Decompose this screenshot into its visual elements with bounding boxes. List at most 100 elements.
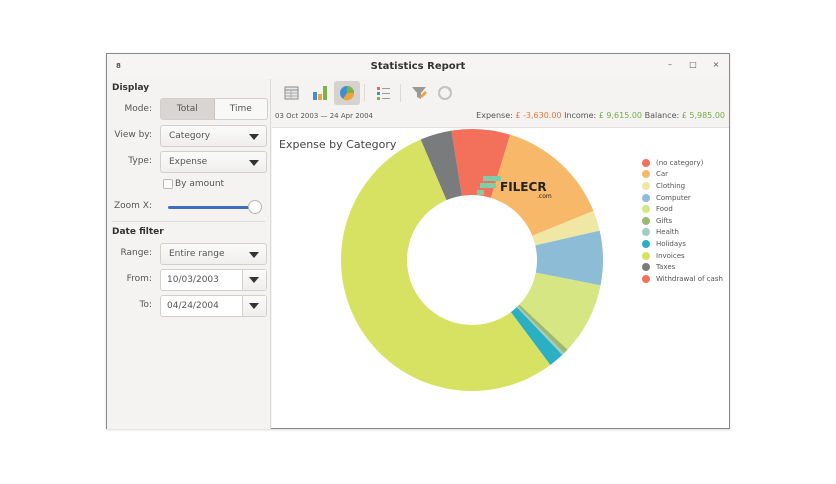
legend-label: Holidays bbox=[656, 239, 686, 248]
date-filter-section-title: Date filter bbox=[112, 227, 164, 237]
to-date-dropdown-button[interactable] bbox=[242, 296, 266, 316]
filecr-watermark: FILECR .com bbox=[477, 175, 557, 208]
pie-slice-clothing[interactable] bbox=[532, 211, 600, 246]
mode-label: Mode: bbox=[124, 104, 152, 114]
donut-chart bbox=[341, 129, 603, 391]
filter-button[interactable] bbox=[406, 81, 432, 105]
pie-slice-health[interactable] bbox=[516, 306, 565, 355]
legend-item[interactable]: Invoices bbox=[642, 250, 723, 262]
pie-slice-car[interactable] bbox=[490, 134, 594, 236]
balance-label: Balance: bbox=[644, 111, 680, 120]
pie-chart-icon bbox=[340, 86, 355, 101]
pie-slice-computer[interactable] bbox=[535, 230, 603, 286]
legend-label: Invoices bbox=[656, 251, 685, 260]
svg-text:.com: .com bbox=[537, 193, 552, 200]
maximize-button[interactable]: □ bbox=[689, 60, 697, 69]
window-menu-icon[interactable]: 8 bbox=[116, 62, 121, 70]
expense-label: Expense: bbox=[476, 111, 513, 120]
to-date-input[interactable] bbox=[161, 296, 243, 316]
zoom-x-slider-track[interactable] bbox=[168, 206, 252, 209]
pie-slice-invoices[interactable] bbox=[341, 139, 551, 391]
mode-toggle: Total Time bbox=[160, 98, 268, 120]
table-icon bbox=[284, 86, 299, 100]
pie-slice-holidays[interactable] bbox=[510, 307, 563, 366]
title-bar[interactable]: 8 Statistics Report – □ × bbox=[107, 54, 729, 79]
legend-dot-icon bbox=[642, 239, 650, 248]
by-amount-checkbox[interactable] bbox=[163, 179, 173, 189]
legend-dot-icon bbox=[642, 216, 650, 225]
section-divider bbox=[112, 221, 265, 222]
close-button[interactable]: × bbox=[712, 60, 720, 69]
table-view-button[interactable] bbox=[278, 81, 304, 105]
toolbar-separator bbox=[364, 84, 365, 102]
legend-label: Car bbox=[656, 170, 669, 179]
from-date-dropdown-button[interactable] bbox=[242, 270, 266, 290]
from-label: From: bbox=[126, 274, 152, 284]
legend-item[interactable]: (no category) bbox=[642, 157, 723, 169]
legend-item[interactable]: Computer bbox=[642, 192, 723, 204]
legend-toggle-button[interactable] bbox=[370, 81, 396, 105]
legend-label: Gifts bbox=[656, 216, 673, 225]
legend-item[interactable]: Clothing bbox=[642, 180, 723, 192]
type-label: Type: bbox=[128, 156, 152, 166]
mode-time-button[interactable]: Time bbox=[229, 104, 252, 114]
legend-label: Health bbox=[656, 228, 679, 237]
pie-chart-view-button[interactable] bbox=[334, 81, 360, 105]
income-label: Income: bbox=[564, 111, 597, 120]
legend-dot-icon bbox=[642, 274, 650, 283]
type-select[interactable]: Expense bbox=[160, 151, 267, 173]
refresh-button[interactable] bbox=[432, 81, 458, 105]
legend-item[interactable]: Health bbox=[642, 227, 723, 239]
chart-area: Expense by Category FILECR .com (no cate… bbox=[272, 127, 729, 428]
filter-icon bbox=[412, 87, 427, 99]
legend-item[interactable]: Taxes bbox=[642, 261, 723, 273]
by-amount-label: By amount bbox=[175, 179, 225, 189]
chevron-down-icon bbox=[249, 303, 259, 309]
pie-slice-gifts[interactable] bbox=[517, 304, 568, 354]
bar-chart-view-button[interactable] bbox=[306, 81, 332, 105]
legend-label: (no category) bbox=[656, 158, 704, 167]
viewby-value: Category bbox=[169, 131, 211, 141]
from-date-input[interactable] bbox=[161, 270, 243, 290]
chart-title: Expense by Category bbox=[279, 138, 397, 151]
legend-dot-icon bbox=[642, 193, 650, 202]
legend-item[interactable]: Gifts bbox=[642, 215, 723, 227]
window-title: Statistics Report bbox=[370, 61, 466, 72]
zoom-x-slider-thumb[interactable] bbox=[248, 200, 262, 214]
legend-item[interactable]: Withdrawal of cash bbox=[642, 273, 723, 285]
expense-value: £ -3,630.00 bbox=[515, 111, 562, 120]
legend-dot-icon bbox=[642, 181, 650, 190]
to-date-picker bbox=[160, 295, 267, 317]
toolbar: 03 Oct 2003 — 24 Apr 2004 Expense: £ -3,… bbox=[272, 79, 729, 129]
legend-label: Food bbox=[656, 205, 673, 214]
zoom-x-label: Zoom X: bbox=[113, 201, 152, 211]
chart-legend: (no category) Car Clothing Computer Food Gift… bbox=[642, 157, 723, 285]
svg-text:FILECR: FILECR bbox=[500, 180, 547, 194]
legend-dot-icon bbox=[642, 170, 650, 179]
minimize-button[interactable]: – bbox=[668, 60, 672, 69]
summary-totals: Expense: £ -3,630.00 Income: £ 9,615.00 … bbox=[476, 111, 725, 120]
sidebar: Display Mode: Total Time View by: Catego… bbox=[107, 79, 271, 429]
statistics-report-window: 8 Statistics Report – □ × Display Mode: … bbox=[106, 53, 730, 429]
display-section-title: Display bbox=[112, 83, 150, 93]
viewby-select[interactable]: Category bbox=[160, 125, 267, 147]
legend-item[interactable]: Holidays bbox=[642, 238, 723, 250]
toolbar-separator bbox=[400, 84, 401, 102]
to-label: To: bbox=[139, 300, 152, 310]
range-select[interactable]: Entire range bbox=[160, 243, 267, 265]
income-value: £ 9,615.00 bbox=[598, 111, 643, 120]
legend-dot-icon bbox=[642, 158, 650, 167]
legend-dot-icon bbox=[642, 205, 650, 214]
pie-slice-taxes[interactable] bbox=[420, 130, 462, 201]
legend-item[interactable]: Food bbox=[642, 203, 723, 215]
balance-value: £ 5,985.00 bbox=[681, 111, 725, 120]
chevron-down-icon bbox=[249, 160, 259, 166]
watermark-logo-icon: FILECR .com bbox=[477, 176, 552, 200]
viewby-label: View by: bbox=[114, 130, 152, 140]
mode-total-button[interactable]: Total bbox=[161, 99, 215, 119]
legend-item[interactable]: Car bbox=[642, 169, 723, 181]
legend-label: Clothing bbox=[656, 181, 686, 190]
pie-slice-food[interactable] bbox=[519, 272, 601, 350]
bar-chart-icon bbox=[313, 86, 327, 100]
legend-dot-icon bbox=[642, 263, 650, 272]
